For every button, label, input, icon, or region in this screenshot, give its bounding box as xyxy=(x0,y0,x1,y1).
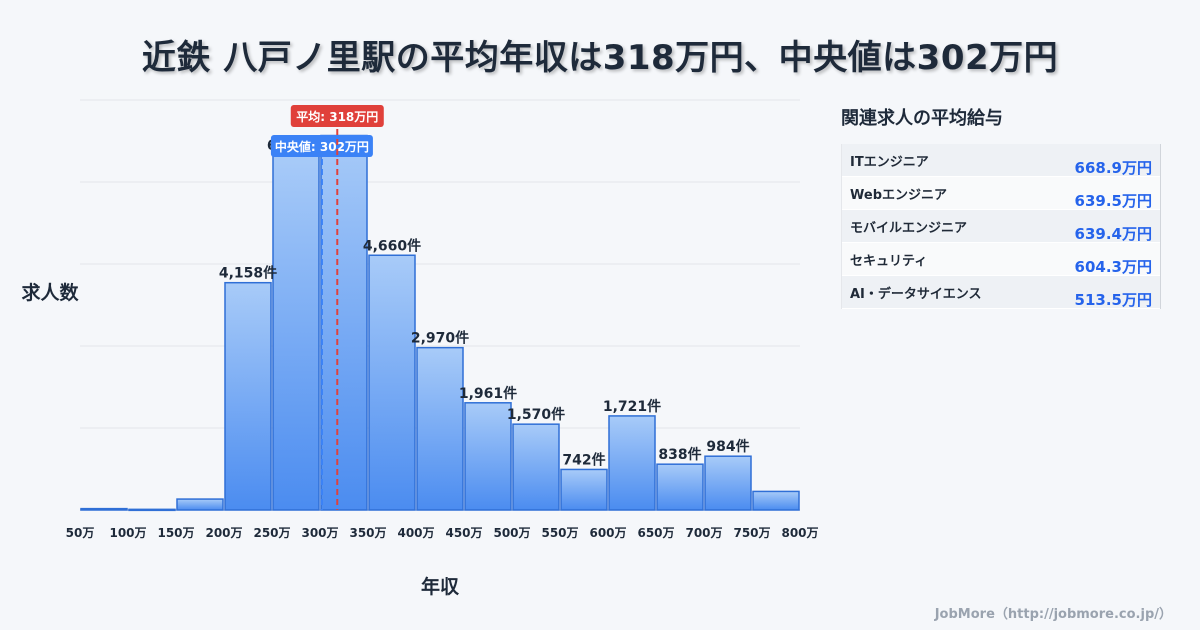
x-tick-label: 350万 xyxy=(349,526,386,540)
histogram-bar xyxy=(176,498,224,511)
x-axis-label: 年収 xyxy=(421,575,460,598)
x-tick-label: 250万 xyxy=(253,526,290,540)
related-job-row: ITエンジニア 668.9万円 xyxy=(842,144,1160,177)
mean-badge-label: 平均: 318万円 xyxy=(296,109,378,124)
x-tick-label: 300万 xyxy=(301,526,338,540)
x-tick-label: 600万 xyxy=(589,526,626,540)
job-name: ITエンジニア xyxy=(850,155,929,170)
job-name: セキュリティ xyxy=(850,254,928,269)
job-salary: 604.3万円 xyxy=(1074,258,1152,276)
related-jobs-title: 関連求人の平均給与 xyxy=(841,108,1003,129)
histogram-bar xyxy=(704,455,752,511)
footer-credit: JobMore（http://jobmore.co.jp/） xyxy=(934,607,1172,622)
related-jobs-table: ITエンジニア 668.9万円 Webエンジニア 639.5万円 モバイルエンジ… xyxy=(841,144,1161,309)
mean-badge xyxy=(290,105,384,127)
job-salary: 668.9万円 xyxy=(1074,159,1152,177)
histogram-bar xyxy=(752,490,800,511)
y-axis-label: 求人数 xyxy=(21,281,79,304)
related-job-row: モバイルエンジニア 639.4万円 xyxy=(842,210,1160,243)
bar-value-label: 984件 xyxy=(706,438,749,455)
job-name: Webエンジニア xyxy=(850,188,947,203)
reference-lines: 中央値: 302万円 平均: 318万円 xyxy=(270,105,384,510)
x-tick-label: 50万 xyxy=(66,526,95,540)
job-salary: 513.5万円 xyxy=(1074,291,1152,309)
histogram-bar xyxy=(656,463,704,511)
x-tick-label: 700万 xyxy=(685,526,722,540)
x-tick-labels: 50万 100万 150万 200万 250万 300万 350万 400万 450万 500万 5… xyxy=(66,526,819,540)
median-badge xyxy=(270,135,373,157)
x-tick-label: 800万 xyxy=(781,526,818,540)
x-tick-label: 400万 xyxy=(397,526,434,540)
histogram-bar xyxy=(368,254,416,511)
job-name: モバイルエンジニア xyxy=(850,221,968,236)
x-tick-label: 750万 xyxy=(733,526,770,540)
bars xyxy=(80,134,800,512)
histogram-bar xyxy=(128,508,176,512)
bar-value-label: 1,570件 xyxy=(507,406,565,423)
histogram-bar xyxy=(320,134,368,511)
x-tick-label: 100万 xyxy=(109,526,146,540)
related-job-row: AI・データサイエンス 513.5万円 xyxy=(842,276,1160,309)
bar-value-label: 4,158件 xyxy=(219,265,277,282)
histogram-bar xyxy=(80,507,128,511)
histogram-bar xyxy=(272,154,320,511)
job-salary: 639.4万円 xyxy=(1074,225,1152,243)
x-tick-label: 150万 xyxy=(157,526,194,540)
median-badge-label: 中央値: 302万円 xyxy=(275,139,369,154)
bar-value-label: 742件 xyxy=(562,451,605,468)
bar-value-label: 2,970件 xyxy=(411,330,469,347)
histogram-bar xyxy=(224,281,272,511)
histogram-bar xyxy=(560,468,608,511)
histogram-bar xyxy=(608,415,656,511)
bar-value-label: 838件 xyxy=(658,446,701,463)
related-job-row: Webエンジニア 639.5万円 xyxy=(842,177,1160,210)
histogram-bar xyxy=(512,423,560,511)
bar-value-label: 4,660件 xyxy=(363,237,421,254)
job-salary: 639.5万円 xyxy=(1074,192,1152,210)
x-tick-label: 500万 xyxy=(493,526,530,540)
x-tick-label: 550万 xyxy=(541,526,578,540)
job-name: AI・データサイエンス xyxy=(850,287,982,302)
salary-histogram: 4,158件6,490件4,660件2,970件1,961件1,570件742件… xyxy=(21,99,819,598)
x-tick-label: 650万 xyxy=(637,526,674,540)
histogram-bar xyxy=(416,346,464,511)
x-tick-label: 450万 xyxy=(445,526,482,540)
related-job-row: セキュリティ 604.3万円 xyxy=(842,243,1160,276)
x-tick-label: 200万 xyxy=(205,526,242,540)
bar-value-label: 1,961件 xyxy=(459,385,517,402)
page-title: 近鉄 八戸ノ里駅の平均年収は318万円、中央値は302万円 xyxy=(141,38,1059,78)
bar-value-label: 1,721件 xyxy=(603,398,661,415)
histogram-bar xyxy=(464,402,512,511)
